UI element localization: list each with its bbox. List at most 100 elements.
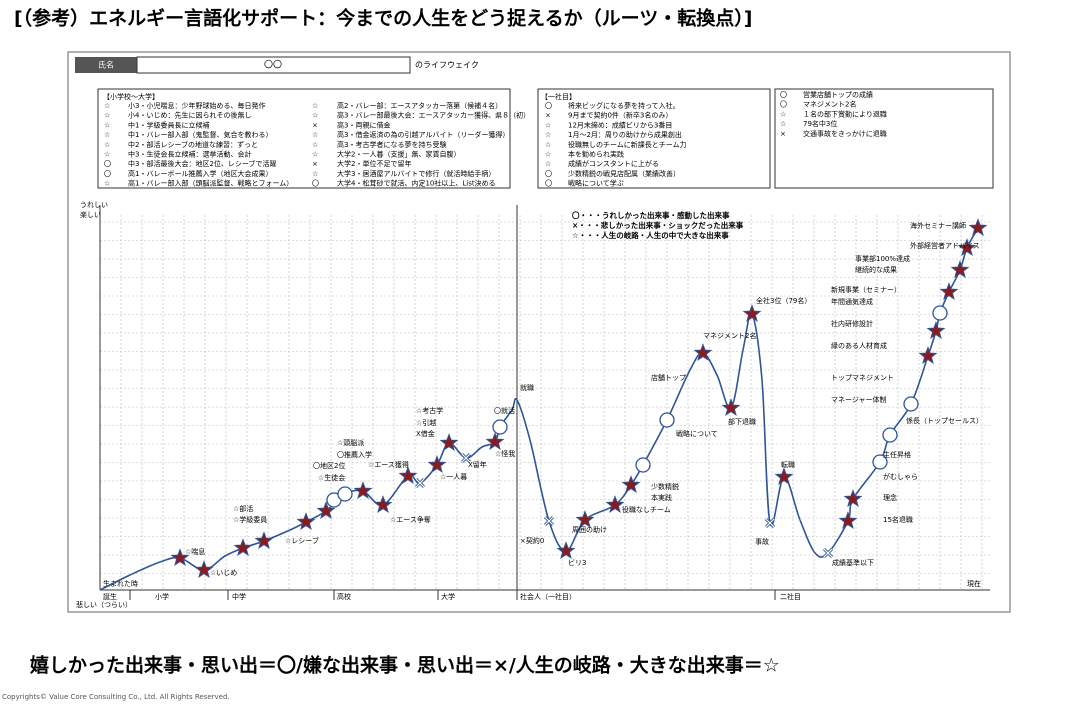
period-label: 大学 — [441, 592, 455, 601]
item-mark: ☆ — [312, 131, 318, 139]
circle-marker — [635, 457, 651, 473]
episode-box — [537, 88, 771, 189]
star-marker — [774, 467, 794, 486]
star-marker — [838, 511, 858, 530]
event-label: 主任昇格 — [883, 450, 911, 459]
item-mark: ☆ — [312, 151, 318, 159]
star-marker — [254, 531, 274, 550]
sheet-frame — [67, 51, 1011, 613]
item-text: 9月まで契約0件（新卒3名のみ） — [568, 111, 672, 120]
item-text: マネジメント2名 — [803, 100, 856, 109]
star-marker — [742, 304, 762, 323]
legend-entry: 〇・・・うれしかった出来事・感動した出来事 — [572, 210, 730, 220]
item-mark: 〇 — [780, 101, 787, 109]
event-label: 事故 — [755, 537, 769, 546]
episode-box — [774, 88, 994, 189]
item-text: 中1・バレー部入部（鬼監督、気合を教わる） — [128, 130, 272, 139]
legend-entry: ☆・・・人生の岐路・人生の中で大きな出来事 — [572, 230, 729, 240]
event-label: 役職なしチーム — [622, 505, 671, 514]
item-text: 高3・バレー部最後大会：エースアタッカー獲得、県８（初） — [337, 111, 530, 120]
star-marker — [605, 495, 625, 514]
star-marker — [939, 282, 959, 301]
event-label: 外部経営者アドバイス — [910, 241, 980, 250]
item-mark: ☆ — [104, 112, 110, 120]
event-label: ☆レシーブ — [285, 536, 319, 545]
box-header: 【一社目】 — [541, 92, 576, 101]
star-marker — [170, 548, 190, 567]
item-text: 高3・両親に借金 — [337, 120, 390, 129]
item-text: 大学3・居酒屋アルバイトで修行（就活時給手柄） — [337, 169, 495, 178]
item-mark: × — [312, 121, 318, 129]
birth-note: 生まれた時 — [103, 579, 138, 588]
star-marker — [233, 538, 253, 557]
star-marker — [556, 541, 576, 560]
star-marker — [427, 455, 447, 474]
cross-marker — [823, 548, 833, 558]
event-label: 〇就活 — [494, 406, 515, 415]
event-label: 継続的な成果 — [855, 265, 897, 274]
item-text: 少数精鋭の戦見店配属（業績改善） — [568, 169, 680, 178]
period-label: 小学 — [155, 592, 169, 601]
item-mark: ☆ — [312, 170, 318, 178]
star-marker — [398, 466, 418, 485]
star-marker — [373, 495, 393, 514]
circle-marker — [492, 419, 508, 435]
star-marker — [353, 481, 373, 500]
item-text: 戦略について学ぶ — [568, 179, 624, 188]
item-mark: ☆ — [312, 112, 318, 120]
star-marker — [296, 512, 316, 531]
item-text: 高3・借金返済の為の引越アルバイト（リーダー獲得） — [337, 130, 509, 139]
event-label: がむしゃら — [883, 472, 918, 481]
period-label: 中学 — [232, 592, 246, 601]
item-mark: × — [312, 160, 318, 168]
event-label: マネジメント2名 — [703, 331, 756, 340]
item-text: 大学4・松茸砂で就活、内定10社以上、List決める — [337, 179, 496, 188]
y-top-label: うれしい — [80, 201, 108, 209]
item-text: 12月末締め：成績ビリから3番目 — [568, 120, 672, 129]
item-text: 1月～2月：周りの助けから成果創出 — [568, 130, 682, 139]
event-label: 理念 — [883, 493, 897, 502]
event-label: 社内研修設計 — [831, 319, 873, 328]
star-marker — [316, 501, 336, 520]
item-text: 交通事故をきっかけに退職 — [803, 129, 887, 138]
period-label: 社会人（一社目） — [520, 592, 576, 601]
star-marker — [575, 510, 595, 529]
item-mark: 〇 — [104, 170, 111, 178]
period-label: 現在 — [967, 579, 981, 588]
event-label: ☆喘息 — [185, 547, 205, 556]
star-marker — [621, 475, 641, 494]
cross-marker — [461, 453, 471, 463]
caption: 嬉しかった出来事・思い出＝〇/嫌な出来事・思い出＝×/人生の岐路・大きな出来事＝… — [30, 654, 780, 677]
item-mark: ☆ — [104, 102, 110, 110]
item-text: 大学2・単位不足で留年 — [337, 159, 411, 168]
event-label: 〇地区2位 — [313, 461, 345, 470]
circle-marker — [337, 486, 353, 502]
star-marker — [439, 433, 459, 452]
star-marker — [968, 218, 988, 237]
item-text: 役職無しのチームに新課長とチーム力 — [568, 140, 687, 149]
item-text: 中3・部活最後大会：地区2位、レシーブで活躍 — [128, 159, 277, 168]
event-label: 店舗トップ — [651, 373, 686, 382]
event-label: 成績基準以下 — [832, 558, 874, 567]
item-text: 79名中3位 — [803, 119, 837, 128]
item-text: 営業店舗トップの成績 — [803, 90, 873, 99]
star-marker — [843, 489, 863, 508]
event-label: ☆頭脳派 — [337, 438, 364, 447]
event-label: 縁のある人材育成 — [831, 341, 887, 350]
item-mark: 〇 — [312, 180, 319, 188]
y-top-label: 楽しい — [80, 210, 101, 219]
item-mark: ☆ — [104, 121, 110, 129]
event-label: 新規事業（セミナー） — [831, 285, 901, 294]
event-label: 周囲の助け — [572, 525, 607, 534]
event-label: 部下退職 — [728, 417, 756, 426]
event-label: ☆学級委員 — [233, 515, 267, 524]
circle-marker — [882, 427, 898, 443]
star-marker — [194, 560, 214, 579]
item-text: 本を勧められ実践 — [568, 150, 624, 159]
item-text: 中3・生徒会長立候補：選挙活動、会計 — [128, 150, 251, 159]
event-label: 年間通気達成 — [831, 297, 873, 306]
cross-marker — [415, 478, 425, 488]
star-marker — [957, 238, 977, 257]
item-text: 高1・バレーボール推薦入学（地区大会成果） — [128, 169, 272, 178]
